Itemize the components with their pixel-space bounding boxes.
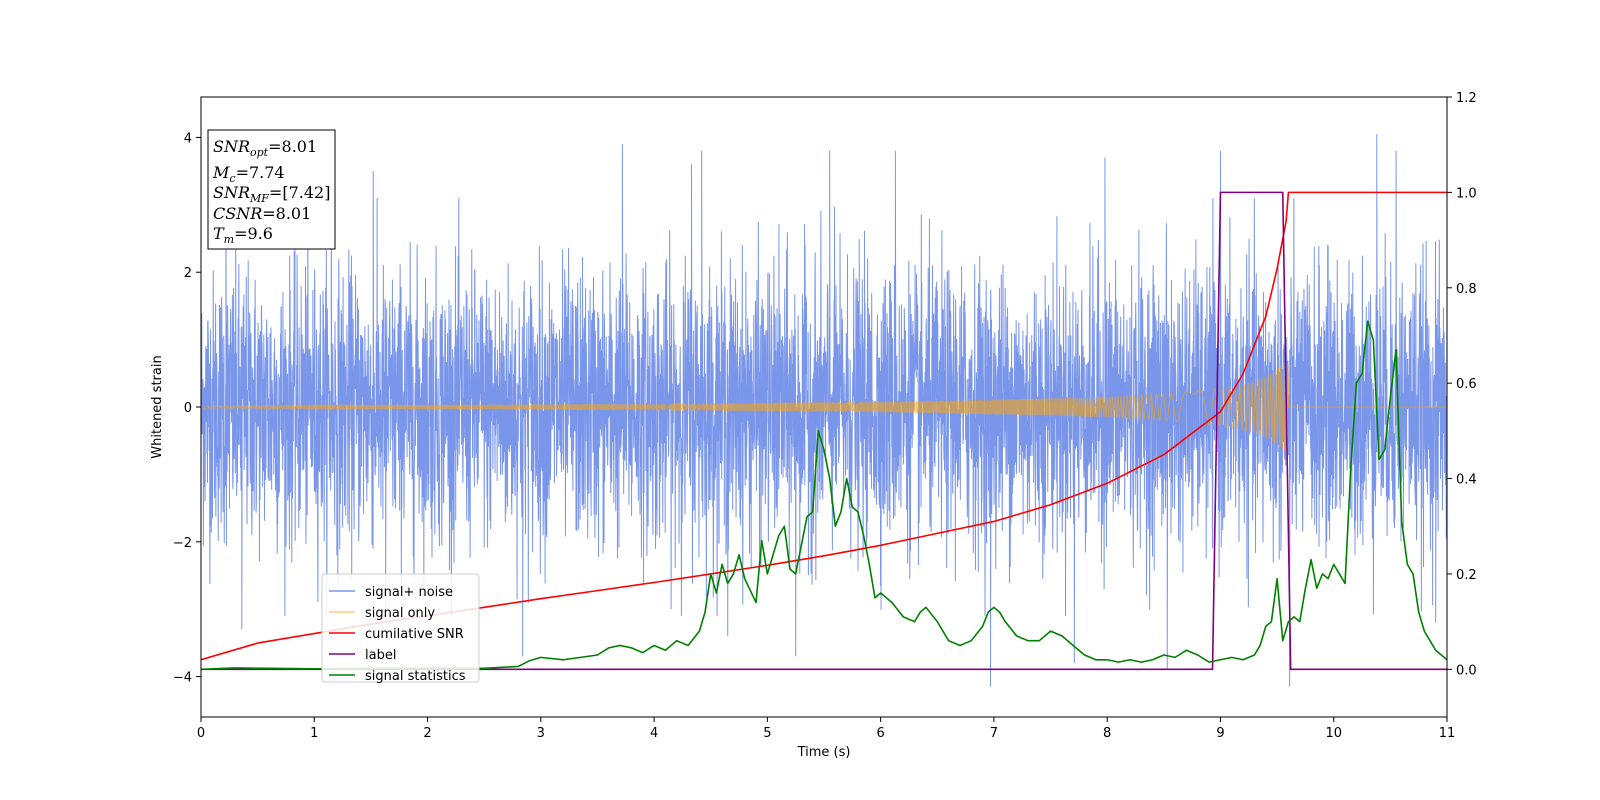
x-tick-label: 9 xyxy=(1216,726,1224,741)
y-axis-right: 0.0 0.2 0.4 0.6 0.8 1.0 1.2 xyxy=(1447,91,1477,678)
legend-label: signal only xyxy=(365,606,435,621)
x-tick-label: 11 xyxy=(1439,726,1456,741)
series-signal-statistics xyxy=(201,320,1447,671)
signal-statistics-line xyxy=(201,320,1447,671)
label-line xyxy=(201,191,1447,671)
annotation-frame xyxy=(207,129,336,250)
x-tick-label: 1 xyxy=(310,726,318,741)
y2-tick-label: 0.0 xyxy=(1456,663,1477,678)
x-tick-label: 0 xyxy=(197,726,205,741)
signal-only-line xyxy=(201,362,1447,452)
x-tick-label: 10 xyxy=(1325,726,1342,741)
y2-tick-label: 0.2 xyxy=(1456,568,1477,583)
series-signal-only xyxy=(201,362,1447,452)
annotation-snr-opt: SNRopt=8.01 xyxy=(213,137,317,159)
y-axis-left: −4 −2 0 2 4 xyxy=(173,131,201,686)
x-tick-label: 8 xyxy=(1103,726,1111,741)
annotation-box: SNRopt=8.01 Mc=7.74 SNRMF=[7.42] CSNR=8.… xyxy=(207,129,336,250)
legend-label: label xyxy=(365,648,396,663)
x-tick-label: 5 xyxy=(763,726,771,741)
x-tick-label: 2 xyxy=(423,726,431,741)
annotation-snr-mf: SNRMF=[7.42] xyxy=(213,183,330,205)
x-axis: 0 1 2 3 4 5 6 7 8 9 10 11 xyxy=(197,717,1455,741)
y-tick-label: 2 xyxy=(184,266,192,281)
x-tick-label: 7 xyxy=(990,726,998,741)
annotation-csnr: CSNR=8.01 xyxy=(213,204,311,223)
legend-label: cumilative SNR xyxy=(365,627,464,642)
y-tick-label: −4 xyxy=(173,671,192,686)
y2-tick-label: 0.4 xyxy=(1456,473,1477,488)
y2-tick-label: 1.2 xyxy=(1456,91,1477,106)
x-tick-label: 6 xyxy=(876,726,884,741)
x-tick-label: 3 xyxy=(537,726,545,741)
y2-tick-label: 0.6 xyxy=(1456,377,1477,392)
annotation-mc: Mc=7.74 xyxy=(212,163,285,185)
y-axis-label: Whitened strain xyxy=(150,355,165,458)
x-tick-label: 4 xyxy=(650,726,658,741)
y-tick-label: −2 xyxy=(173,536,192,551)
y2-tick-label: 1.0 xyxy=(1456,186,1477,201)
legend-frame xyxy=(321,573,480,683)
y-tick-label: 4 xyxy=(184,131,192,146)
y2-tick-label: 0.8 xyxy=(1456,282,1477,297)
annotation-tm: Tm=9.6 xyxy=(213,224,273,246)
legend-label: signal statistics xyxy=(365,669,466,684)
legend-label: signal+ noise xyxy=(365,585,453,600)
y-tick-label: 0 xyxy=(184,401,192,416)
plot-area xyxy=(201,134,1447,687)
series-label xyxy=(201,191,1447,671)
x-axis-label: Time (s) xyxy=(797,745,851,760)
legend: signal+ noise signal only cumilative SNR la… xyxy=(321,573,480,684)
